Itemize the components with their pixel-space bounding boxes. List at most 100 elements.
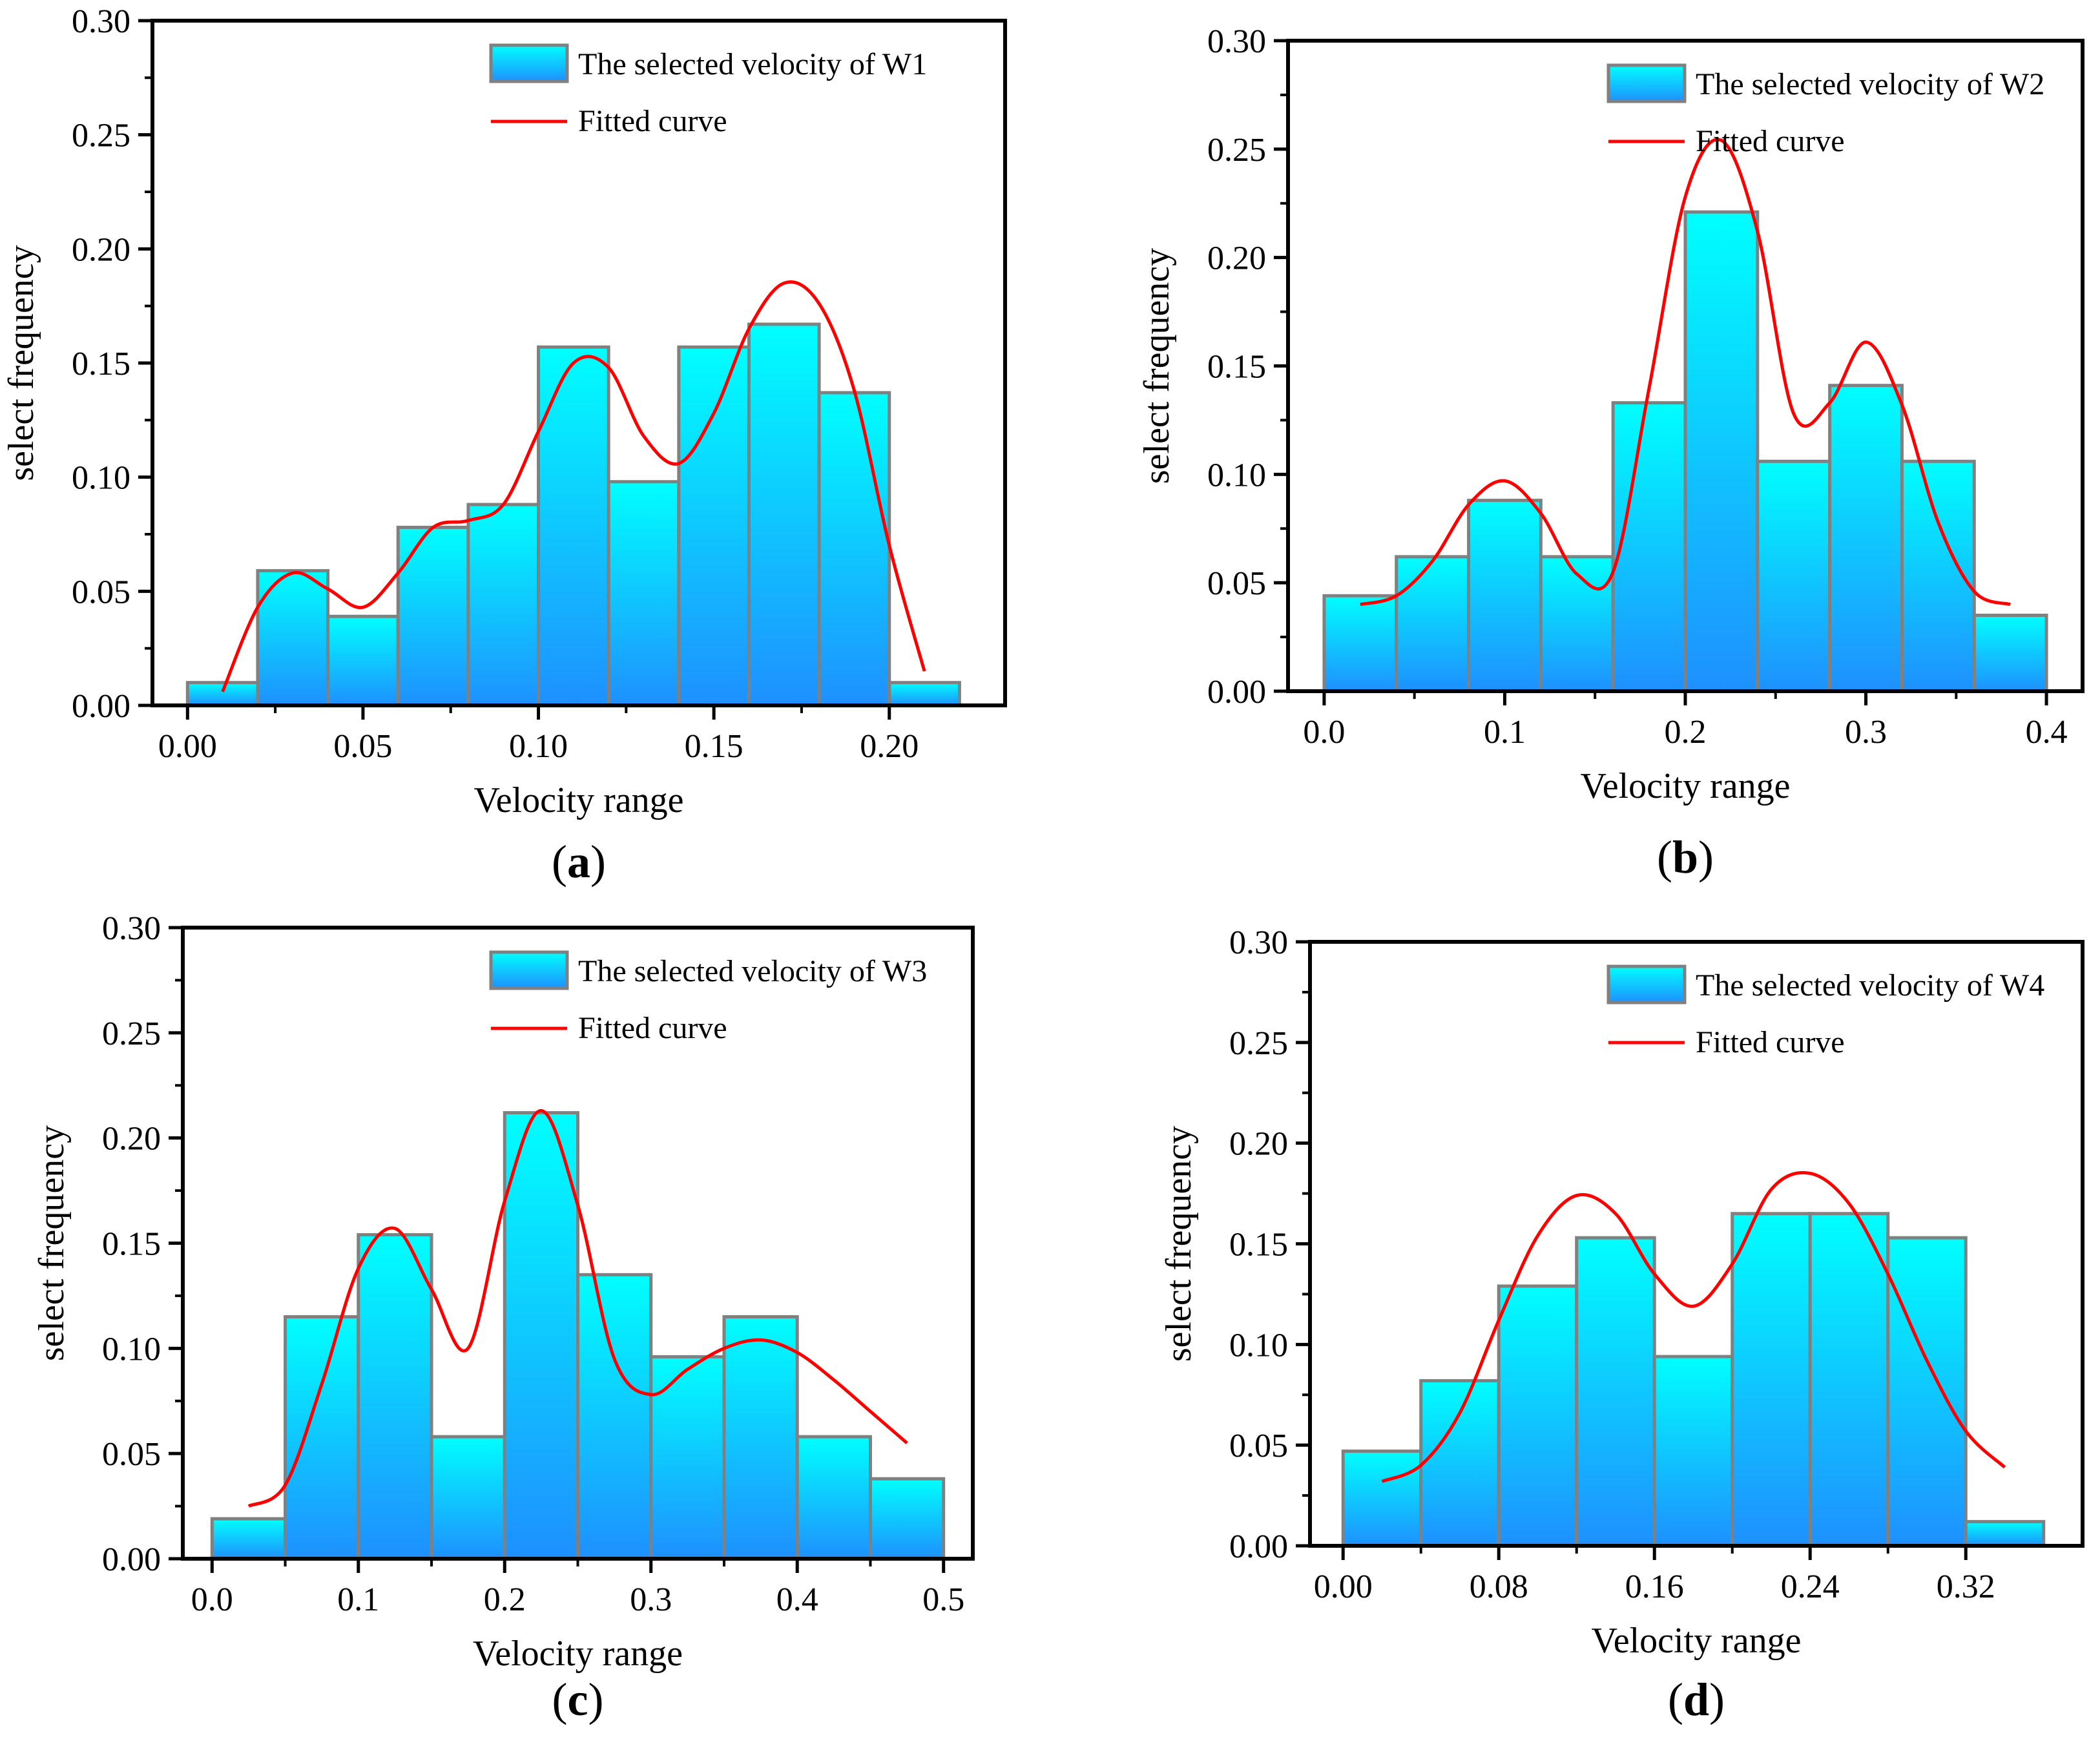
y-tick-label: 0.05 [1207, 565, 1266, 602]
x-tick-label: 0.3 [630, 1581, 672, 1618]
histogram-bar [210, 1517, 287, 1561]
histogram-bar [1964, 1520, 2046, 1548]
y-tick-label: 0.30 [1207, 23, 1266, 60]
x-axis-title: Velocity range [1581, 766, 1791, 806]
x-tick-label: 0.20 [860, 728, 919, 765]
histogram-bar [1341, 1450, 1423, 1548]
histogram-bar [649, 1355, 726, 1561]
histogram-bar [1972, 614, 2048, 693]
x-tick-label: 0.4 [2026, 714, 2068, 751]
y-tick-label: 0.05 [72, 574, 130, 610]
legend-bar-label: The selected velocity of W3 [578, 954, 927, 988]
y-tick-label: 0.15 [102, 1226, 161, 1263]
y-tick-label: 0.15 [72, 346, 130, 382]
histogram-bar [677, 345, 751, 707]
x-tick-label: 0.1 [1484, 714, 1526, 751]
histogram-bar [1497, 1284, 1579, 1548]
x-tick-label: 0.2 [484, 1581, 526, 1618]
fitted-curve-line [1381, 1171, 2006, 1483]
panel-label-letter: d [1683, 1674, 1709, 1725]
histogram-bar [537, 345, 610, 707]
histogram-bar [1539, 555, 1615, 693]
y-tick-label: 0.20 [1207, 240, 1266, 277]
histogram-bar [1828, 384, 1904, 693]
y-tick-label: 0.20 [102, 1121, 161, 1158]
chart-panel-c: 0.00 0.05 0.10 0.15 0.20 0.25 0.30 0.0 0.1 0.2 0.3… [32, 910, 975, 1725]
y-tick-label: 0.05 [1229, 1428, 1288, 1464]
histogram-bar [503, 1111, 580, 1561]
y-axis-title: select frequency [32, 1125, 72, 1361]
histogram-bar [1652, 1355, 1734, 1548]
x-tick-label: 0.16 [1625, 1568, 1684, 1605]
fitted-curve-line [247, 1108, 908, 1508]
histogram-bar [1611, 401, 1687, 693]
y-tick-label: 0.00 [1229, 1528, 1288, 1565]
x-tick-label: 0.10 [509, 728, 568, 765]
x-tick-label: 0.4 [776, 1581, 818, 1618]
y-tick-label: 0.15 [1207, 349, 1266, 386]
chart-panel-d: 0.00 0.05 0.10 0.15 0.20 0.25 0.30 0.00 0.08 0.16… [1159, 924, 2084, 1725]
legend-bar-swatch [489, 950, 569, 990]
legend-bar-label: The selected velocity of W4 [1696, 968, 2044, 1003]
y-tick-label: 0.25 [1207, 132, 1266, 169]
histogram-bar [722, 1315, 799, 1561]
panel-label-letter: b [1672, 831, 1698, 883]
x-tick-label: 0.05 [333, 728, 392, 765]
legend-bar-swatch [1606, 964, 1687, 1004]
y-tick-label: 0.10 [1207, 457, 1266, 494]
x-axis-title: Velocity range [1592, 1621, 1802, 1661]
histogram-bar [1322, 594, 1398, 693]
histogram-bar [1395, 555, 1471, 693]
histogram-bar [357, 1233, 433, 1561]
panel-label: (b) [1657, 831, 1714, 883]
x-tick-label: 0.5 [922, 1581, 964, 1618]
y-axis-title: select frequency [1, 245, 41, 481]
histogram-bar [396, 525, 470, 707]
histogram-bar [868, 1477, 946, 1561]
histogram-bar [326, 614, 400, 707]
y-tick-label: 0.20 [1229, 1126, 1288, 1163]
x-tick-label: 0.00 [1314, 1568, 1373, 1605]
y-tick-label: 0.20 [72, 231, 130, 268]
histogram-bar [1731, 1212, 1812, 1548]
panel-label-letter: c [568, 1674, 588, 1725]
histogram-bar [576, 1273, 653, 1561]
histogram-bar [888, 681, 961, 707]
legend-curve-label: Fitted curve [1696, 1025, 1845, 1059]
y-tick-label: 0.25 [102, 1015, 161, 1052]
histogram-bar [1419, 1379, 1501, 1548]
y-tick-label: 0.00 [1207, 674, 1266, 711]
x-tick-label: 0.1 [337, 1581, 379, 1618]
y-tick-label: 0.10 [72, 460, 130, 497]
y-tick-label: 0.00 [72, 688, 130, 725]
y-tick-label: 0.15 [1229, 1227, 1288, 1264]
histogram-bar [1575, 1236, 1656, 1548]
x-tick-label: 0.2 [1665, 714, 1707, 751]
histogram-bar [1808, 1212, 1890, 1548]
x-tick-label: 0.32 [1937, 1568, 1995, 1605]
y-tick-label: 0.25 [1229, 1025, 1288, 1062]
x-tick-label: 0.24 [1781, 1568, 1840, 1605]
histogram-bar [1683, 210, 1760, 693]
histogram-bar [747, 322, 821, 707]
chart-panel-b: 0.00 0.05 0.10 0.15 0.20 0.25 0.30 0.0 0.1 0.2 0.3… [1137, 23, 2084, 883]
histogram-bar [185, 681, 260, 707]
panel-label: (c) [552, 1674, 604, 1725]
chart-panel-a: 0.00 0.05 0.10 0.15 0.20 0.25 0.30 0.00 0.05 0.10… [1, 3, 1007, 888]
x-axis-title: Velocity range [474, 780, 684, 820]
legend-bar-label: The selected velocity of W2 [1696, 67, 2044, 101]
y-tick-label: 0.10 [102, 1331, 161, 1368]
y-tick-label: 0.00 [102, 1541, 161, 1578]
histogram-bar [430, 1435, 506, 1561]
legend-bar-swatch [489, 43, 569, 83]
x-tick-label: 0.3 [1845, 714, 1887, 751]
histogram-bar [284, 1315, 360, 1561]
y-tick-label: 0.10 [1229, 1327, 1288, 1364]
panel-label: (a) [552, 836, 606, 888]
y-tick-label: 0.30 [102, 910, 161, 947]
histogram-bar [817, 391, 891, 707]
histogram-bar [1467, 499, 1543, 693]
y-tick-label: 0.30 [72, 3, 130, 40]
legend-bar-label: The selected velocity of W1 [578, 47, 927, 81]
